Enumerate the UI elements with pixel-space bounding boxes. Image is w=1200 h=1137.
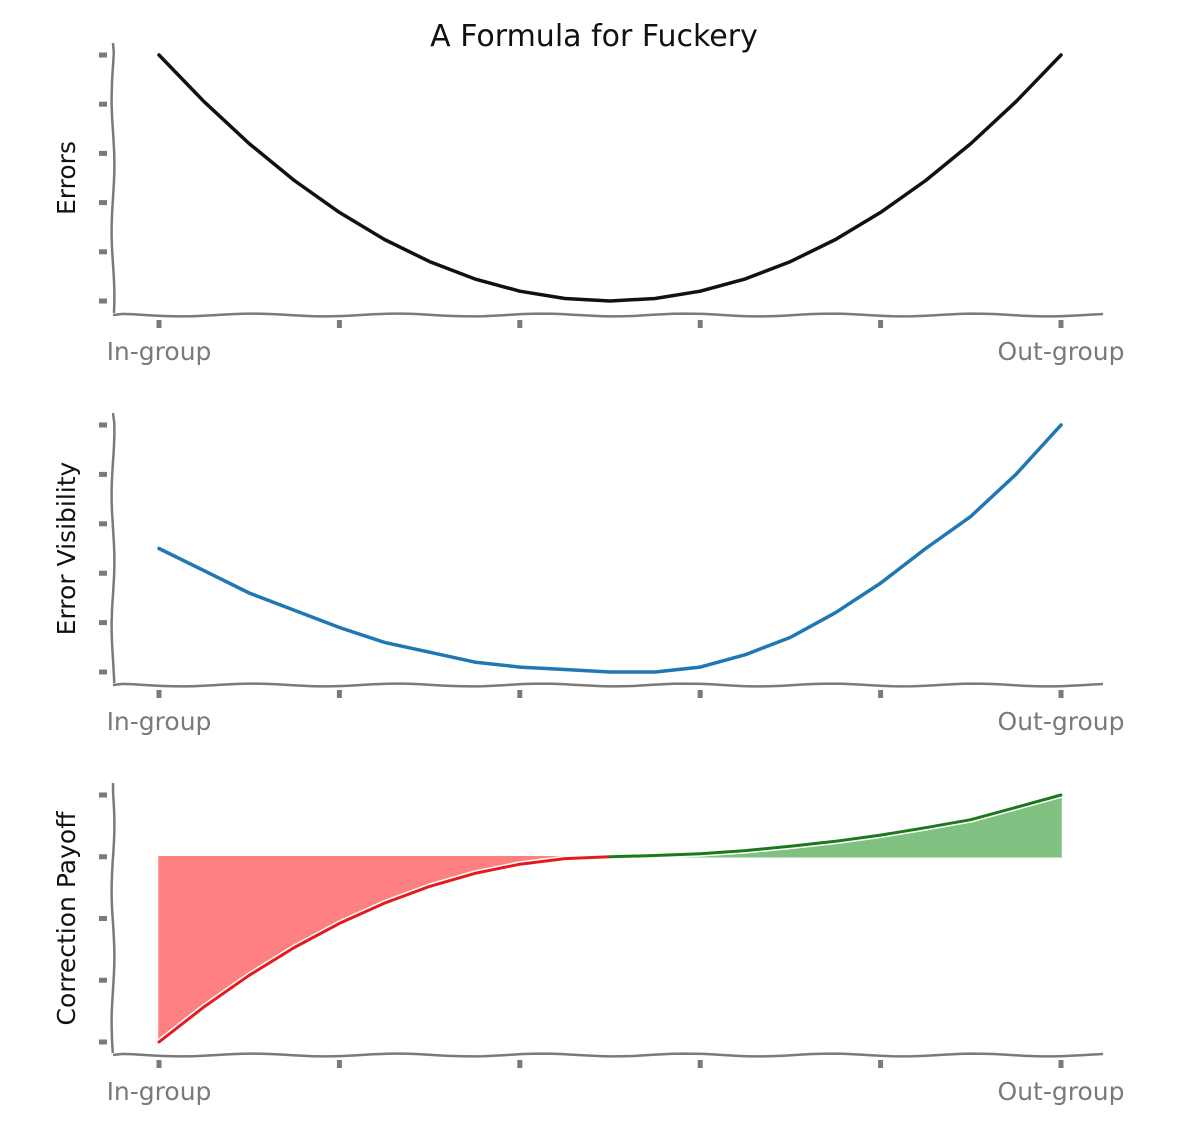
x-axis-line <box>112 312 1104 318</box>
x-tick-label: Out-group <box>998 1077 1125 1106</box>
x-tick-label: In-group <box>107 337 212 366</box>
series-line <box>157 53 1063 303</box>
y-axis-line <box>110 782 116 1054</box>
x-tick-label: In-group <box>107 707 212 736</box>
y-axis-label: Error Visibility <box>52 461 81 635</box>
positive-area <box>609 794 1062 858</box>
y-axis-line <box>110 412 116 684</box>
panel-1: In-group Out-group Errors <box>52 42 1125 366</box>
x-tick-label: In-group <box>107 1077 212 1106</box>
x-axis-line <box>112 682 1104 688</box>
x-tick-label: Out-group <box>998 707 1125 736</box>
positive-line <box>608 793 1063 859</box>
negative-line <box>157 855 612 1044</box>
panels: In-group Out-group Errors In-group Out-group… <box>52 42 1125 1106</box>
panel-2: In-group Out-group Error Visibility <box>52 412 1125 736</box>
series-line <box>157 423 1063 674</box>
negative-area <box>158 856 611 1044</box>
y-axis-label: Errors <box>52 141 81 215</box>
x-tick-label: Out-group <box>998 337 1125 366</box>
chart-title: A Formula for Fuckery <box>430 19 758 54</box>
panel-3: In-group Out-group Correction Payoff <box>52 782 1125 1106</box>
y-axis-line <box>110 42 116 314</box>
x-axis-line <box>112 1052 1104 1058</box>
y-axis-label: Correction Payoff <box>52 811 81 1026</box>
